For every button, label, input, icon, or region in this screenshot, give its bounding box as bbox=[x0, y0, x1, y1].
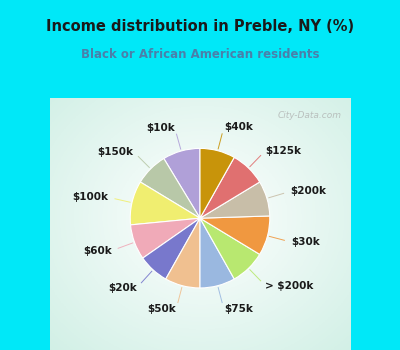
Text: Black or African American residents: Black or African American residents bbox=[81, 48, 319, 61]
Wedge shape bbox=[200, 158, 260, 218]
Wedge shape bbox=[200, 218, 234, 288]
Text: Income distribution in Preble, NY (%): Income distribution in Preble, NY (%) bbox=[46, 19, 354, 34]
Wedge shape bbox=[164, 148, 200, 218]
Wedge shape bbox=[166, 218, 200, 288]
Text: $50k: $50k bbox=[148, 304, 176, 314]
Wedge shape bbox=[200, 218, 260, 279]
Text: $10k: $10k bbox=[146, 122, 175, 133]
Wedge shape bbox=[200, 182, 270, 218]
Text: > $200k: > $200k bbox=[266, 281, 314, 291]
Wedge shape bbox=[140, 159, 200, 218]
Text: $150k: $150k bbox=[98, 147, 134, 157]
Text: $30k: $30k bbox=[291, 237, 320, 247]
Text: $75k: $75k bbox=[224, 304, 253, 314]
Wedge shape bbox=[143, 218, 200, 279]
Text: City-Data.com: City-Data.com bbox=[277, 111, 341, 120]
Text: $200k: $200k bbox=[290, 187, 326, 196]
Text: $20k: $20k bbox=[108, 283, 137, 293]
Text: $60k: $60k bbox=[83, 246, 112, 256]
Text: $100k: $100k bbox=[72, 192, 108, 202]
Wedge shape bbox=[130, 218, 200, 258]
Text: $125k: $125k bbox=[266, 146, 302, 156]
Wedge shape bbox=[200, 216, 270, 254]
Wedge shape bbox=[200, 148, 234, 218]
Text: $40k: $40k bbox=[224, 122, 253, 132]
Wedge shape bbox=[130, 182, 200, 225]
